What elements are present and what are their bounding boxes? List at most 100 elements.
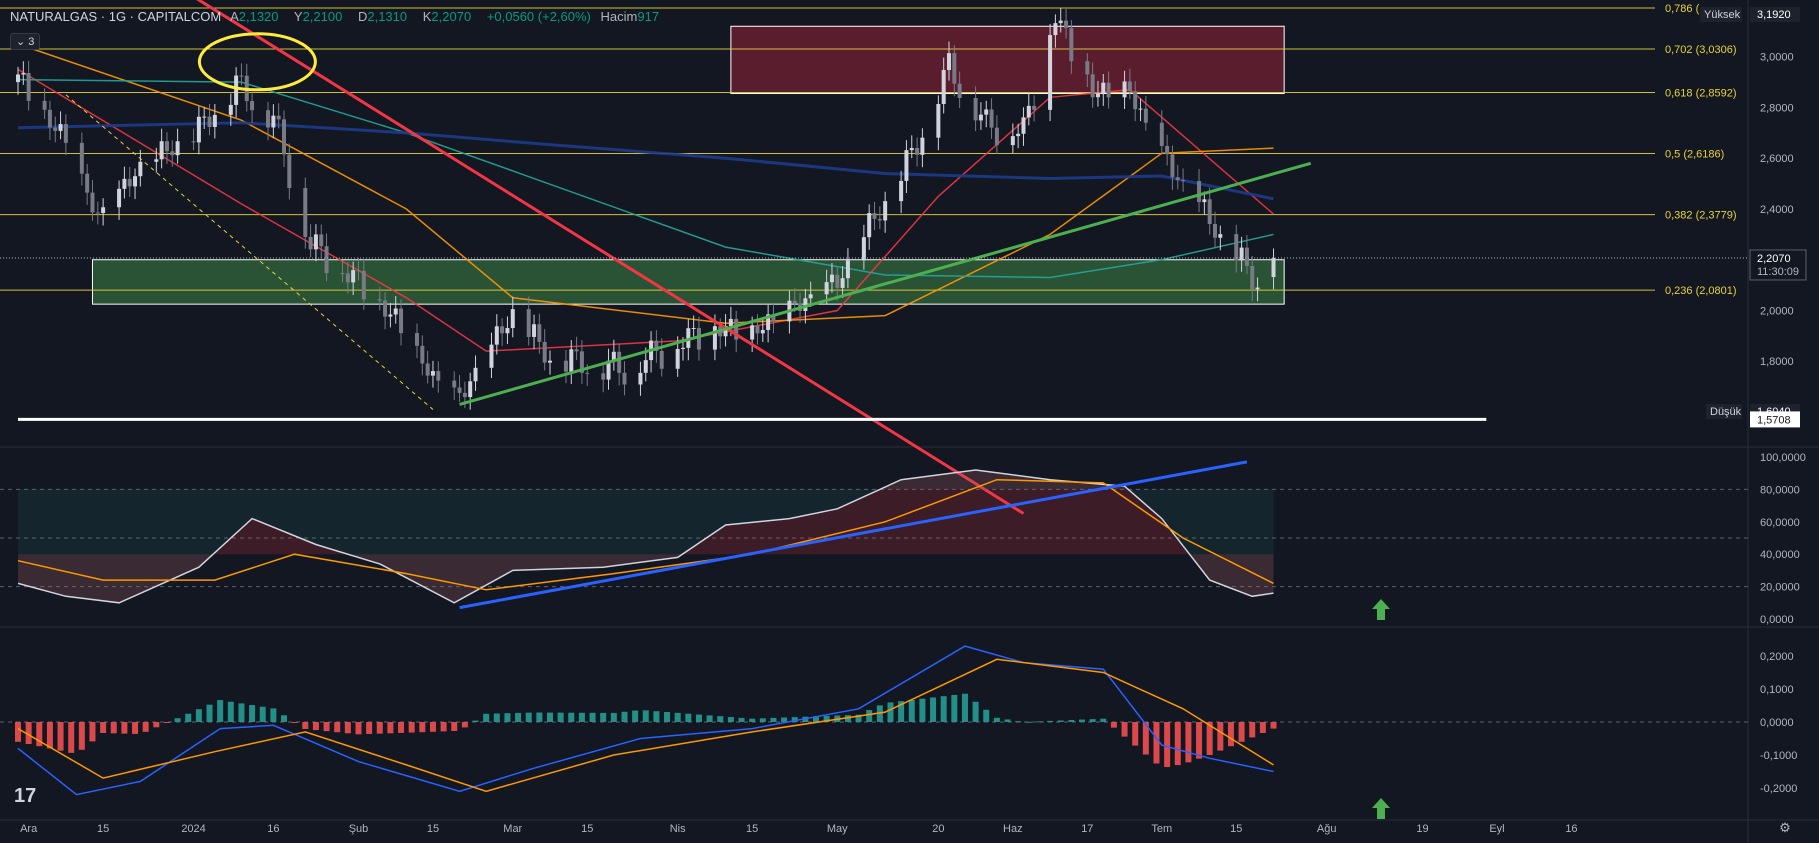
- candle-down: [601, 373, 606, 380]
- candle-down: [361, 270, 366, 300]
- symbol-legend: NATURALGAS · 1G · CAPITALCOM A2,1320 Y2,…: [10, 9, 671, 24]
- candle-down: [1250, 265, 1255, 290]
- macd-histogram-bar: [887, 702, 894, 722]
- time-tick-label: 15: [581, 823, 593, 835]
- high-value-bg: [1750, 7, 1800, 22]
- macd-histogram-bar: [1068, 720, 1075, 722]
- symbol-title[interactable]: NATURALGAS · 1G · CAPITALCOM: [10, 9, 222, 24]
- macd-histogram-bar: [89, 722, 96, 742]
- candle-up: [883, 201, 888, 221]
- macd-histogram-bar: [1270, 722, 1277, 729]
- candle-up: [1218, 234, 1223, 238]
- candle-down: [457, 387, 462, 393]
- macd-histogram-bar: [1196, 722, 1203, 759]
- candle-down: [1127, 81, 1132, 92]
- macd-histogram-bar: [515, 712, 522, 722]
- candle-up: [675, 348, 680, 369]
- candle-down: [1175, 177, 1180, 181]
- candle-up: [803, 298, 808, 311]
- macd-histogram-bar: [1238, 722, 1245, 742]
- candle-down: [1165, 145, 1170, 155]
- candle-down: [1159, 122, 1164, 146]
- candle-down: [276, 115, 281, 120]
- candle-up: [760, 330, 765, 334]
- candle-down: [53, 127, 58, 131]
- macd-histogram-bar: [100, 722, 107, 733]
- time-tick-label: 16: [1565, 823, 1577, 835]
- support-zone: [91, 259, 1285, 305]
- ma-navy-line: [17, 121, 1274, 201]
- candle-down: [771, 314, 776, 322]
- candle-down: [500, 326, 505, 334]
- candle-up: [271, 115, 276, 128]
- time-tick-label: 15: [1230, 823, 1242, 835]
- low-badge-label: Düşük: [1710, 406, 1742, 418]
- candle-down: [1213, 224, 1217, 238]
- candle-up: [899, 180, 904, 202]
- candle-down: [585, 372, 590, 374]
- collapse-indicators-button[interactable]: ⌄ 3: [10, 33, 41, 50]
- low-value: 2,1310: [367, 9, 408, 24]
- macd-histogram-bar: [664, 712, 671, 722]
- open-value: 2,1320: [238, 9, 279, 24]
- macd-histogram-bar: [472, 720, 479, 722]
- time-tick-label: 15: [427, 823, 439, 835]
- price-tick-label: 3,0000: [1760, 52, 1794, 64]
- macd-histogram-bar: [57, 722, 64, 751]
- macd-histogram-bar: [791, 717, 798, 722]
- candle-up: [643, 360, 648, 373]
- osc-tick-label: 100,0000: [1760, 452, 1806, 464]
- macd-histogram-bar: [1047, 720, 1054, 722]
- candle-down: [1197, 181, 1202, 203]
- candle-down: [563, 360, 568, 372]
- candle-down: [425, 363, 430, 376]
- candle-up: [1026, 105, 1031, 118]
- candle-down: [79, 142, 84, 174]
- macd-histogram-bar: [525, 712, 532, 722]
- macd-histogram-bar: [621, 711, 628, 722]
- macd-histogram-bar: [142, 722, 149, 732]
- candle-up: [681, 347, 685, 349]
- candle-up: [1095, 93, 1100, 98]
- candle-up: [984, 109, 989, 115]
- time-tick-label: 15: [746, 823, 758, 835]
- candle-down: [537, 324, 542, 342]
- high-badge-value: 3,1920: [1757, 9, 1791, 21]
- candle-up: [611, 351, 616, 361]
- candle-down: [282, 119, 286, 155]
- macd-histogram-bar: [1089, 719, 1096, 722]
- candle-down: [734, 318, 739, 340]
- candle-down: [654, 340, 659, 352]
- candle-up: [909, 148, 914, 151]
- candle-down: [542, 341, 547, 363]
- macd-tick-label: 0,2000: [1760, 651, 1794, 663]
- candle-up: [1021, 117, 1026, 134]
- time-tick-label: 16: [267, 823, 279, 835]
- fib-level-label: 0,236 (2,0801): [1665, 285, 1737, 297]
- candle-down: [1106, 82, 1111, 98]
- open-label: A: [230, 9, 239, 24]
- candle-down: [792, 300, 797, 304]
- candle-up: [489, 344, 494, 368]
- candle-up: [133, 176, 138, 187]
- macd-histogram-bar: [249, 705, 256, 722]
- macd-histogram-bar: [1110, 722, 1117, 728]
- candle-up: [941, 69, 946, 105]
- macd-histogram-bar: [642, 710, 649, 722]
- candle-down: [266, 110, 271, 128]
- macd-histogram-bar: [376, 722, 383, 734]
- macd-histogram-bar: [919, 698, 926, 722]
- candle-up: [1239, 247, 1244, 261]
- macd-histogram-bar: [493, 713, 500, 722]
- macd-histogram-bar: [1079, 719, 1085, 722]
- candle-up: [1255, 287, 1260, 290]
- candle-down: [377, 299, 382, 301]
- fib-level-label: 0,618 (2,8592): [1665, 87, 1737, 99]
- macd-histogram-bar: [483, 713, 490, 722]
- macd-histogram-bar: [281, 715, 287, 722]
- time-tick-label: Ara: [20, 823, 38, 835]
- price-tick-label: 2,4000: [1760, 204, 1794, 216]
- close-label: K: [422, 9, 432, 24]
